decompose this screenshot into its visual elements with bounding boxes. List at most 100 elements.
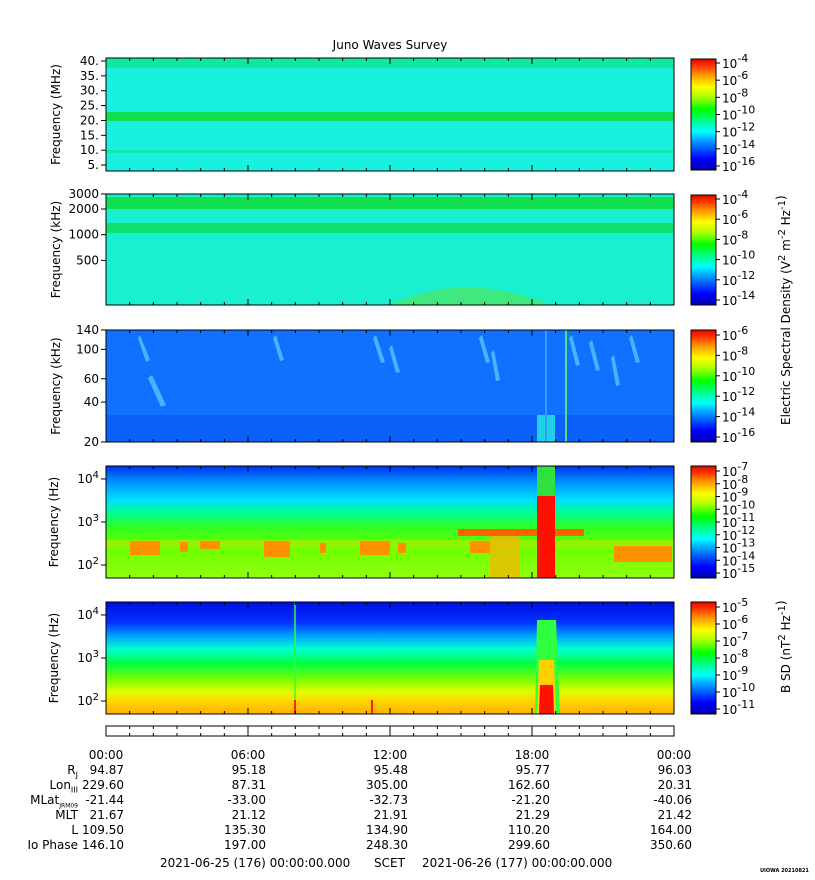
time-tick-label: 00:00 [88, 748, 124, 762]
y-tick-label: 15. [80, 128, 99, 142]
spectrogram-lfr-low-e [106, 466, 674, 578]
colorbar-tick-label: 10-12 [722, 385, 755, 404]
ephemeris-value: 21.42 [657, 808, 692, 822]
time-tick-label: 00:00 [656, 748, 692, 762]
footer-scet-label: SCET [374, 856, 405, 870]
y-tick-label: 3000 [68, 187, 99, 201]
colorbar-tick-label: 10-16 [722, 426, 755, 445]
y-tick-label: 5. [88, 158, 99, 172]
colorbar-tick-labels: 10-410-610-810-1010-1210-1410-1610-410-6… [716, 52, 755, 717]
y-axis-label: Frequency (Hz) [47, 613, 61, 704]
panel-lfr-low-e [105, 465, 675, 579]
ephemeris-value: 164.00 [650, 823, 692, 837]
colorbar-tick-label: 10-11 [722, 698, 755, 717]
ephemeris-value: 21.29 [515, 808, 550, 822]
ephemeris-value: 299.60 [508, 838, 550, 852]
ephemeris-value: 305.00 [366, 778, 408, 792]
colorbar-tick-label: 10-10 [722, 249, 755, 268]
colorbar-e-title: Electric Spectral Density (V2 m-2 Hz-1) [774, 195, 793, 425]
colorbar-tick-label: 10-4 [722, 188, 748, 207]
ephemeris-value: 248.30 [366, 838, 408, 852]
colorbar-tick-label: 10-14 [722, 289, 755, 308]
colorbar-tick-label: 10-8 [722, 228, 748, 247]
ephemeris-label: RJ [67, 763, 78, 780]
y-tick-label: 60 [84, 372, 99, 386]
panel-lfr-high [105, 329, 675, 443]
colorbar-tick-label: 10-4 [722, 52, 748, 71]
ephemeris-value: -21.44 [85, 793, 124, 807]
y-tick-label: 30. [80, 84, 99, 98]
ephemeris-value: 109.50 [82, 823, 124, 837]
colorbar-lfr-low-e [690, 465, 717, 579]
colorbar-tick-label: 10-8 [722, 344, 748, 363]
colorbar-tick-label: 10-14 [722, 406, 755, 425]
y-tick-label: 104 [77, 470, 99, 486]
y-tick-label: 40 [84, 395, 99, 409]
chart-title: Juno Waves Survey [332, 38, 448, 52]
footer-end-date: 2021-06-26 (177) 00:00:00.000 [422, 856, 613, 870]
colorbar-lfr-low-b [690, 601, 717, 715]
colorbar-tick-label: 10-12 [722, 269, 755, 288]
y-tick-label: 103 [77, 513, 99, 529]
ephemeris-value: 95.77 [515, 763, 550, 777]
spectrogram-lfr-low-b [106, 602, 674, 714]
ephemeris-label: MLatJRM09 [30, 793, 78, 810]
ephemeris-value: -33.00 [227, 793, 266, 807]
colorbar-tick-label: 10-6 [722, 208, 748, 227]
y-axis-label: Frequency (kHz) [49, 337, 63, 434]
y-tick-label: 500 [76, 253, 99, 267]
y-tick-label: 20 [84, 435, 99, 449]
colorbar-hfr-low [690, 194, 717, 306]
time-tick-label: 12:00 [372, 748, 408, 762]
ephemeris-value: 134.90 [366, 823, 408, 837]
colorbar-tick-label: 10-6 [722, 69, 748, 88]
ephemeris-value: 95.18 [231, 763, 266, 777]
ephemeris-value: -40.06 [653, 793, 692, 807]
ephemeris-value: 197.00 [224, 838, 266, 852]
colorbar-tick-label: 10-6 [722, 324, 748, 343]
ephemeris-value: 94.87 [89, 763, 124, 777]
colorbar-b-title: B SD (nT2 Hz-1) [774, 600, 793, 693]
spectrogram-hfr-low [106, 194, 674, 305]
time-tick-label: 06:00 [230, 748, 266, 762]
ephemeris-label: L [71, 823, 78, 837]
colorbar-tick-label: 10-12 [722, 121, 755, 140]
colorbar-tick-label: 10-16 [722, 155, 755, 174]
colorbar-tick-label: 10-10 [722, 365, 755, 384]
ephemeris-value: 21.12 [231, 808, 266, 822]
ephemeris-label: MLT [55, 808, 78, 822]
ephemeris-label: Io Phase [27, 838, 78, 852]
panel-hfr-low [105, 193, 675, 306]
y-tick-label: 140 [76, 323, 99, 337]
colorbar-tick-label: 10-10 [722, 104, 755, 123]
ephemeris-value: -21.20 [511, 793, 550, 807]
y-tick-label: 102 [77, 692, 99, 708]
panel-lfr-low-b [105, 601, 675, 715]
ephemeris-value: 96.03 [657, 763, 692, 777]
panel-hfr-high [105, 57, 675, 172]
axis-labels-layer: Frequency (MHz) 40.35.30.25.20.15.10.5. Fr… [47, 54, 106, 708]
y-axis-label: Frequency (kHz) [49, 201, 63, 298]
colorbar-tick-label: 10-8 [722, 86, 748, 105]
y-tick-label: 103 [77, 649, 99, 665]
ephemeris-value: 229.60 [82, 778, 124, 792]
ephemeris-value: 21.91 [373, 808, 408, 822]
version-stamp: UIOWA 20210821 [760, 868, 809, 874]
ephemeris-value: 87.31 [231, 778, 266, 792]
y-tick-label: 35. [80, 69, 99, 83]
colorbars [690, 58, 717, 715]
ephemeris-value: 135.30 [224, 823, 266, 837]
ephemeris-value: -32.73 [369, 793, 408, 807]
y-tick-label: 104 [77, 606, 99, 622]
y-tick-label: 100 [76, 342, 99, 356]
y-axis-label: Frequency (MHz) [49, 64, 63, 165]
y-tick-label: 40. [80, 54, 99, 68]
y-axis-label: Frequency (Hz) [47, 477, 61, 568]
colorbar-hfr-high [690, 58, 717, 171]
ephemeris-value: 21.67 [89, 808, 124, 822]
ephemeris-value: 95.48 [373, 763, 408, 777]
ephemeris-value: 146.10 [82, 838, 124, 852]
tick-layer [105, 58, 675, 736]
time-tick-label: 18:00 [514, 748, 550, 762]
